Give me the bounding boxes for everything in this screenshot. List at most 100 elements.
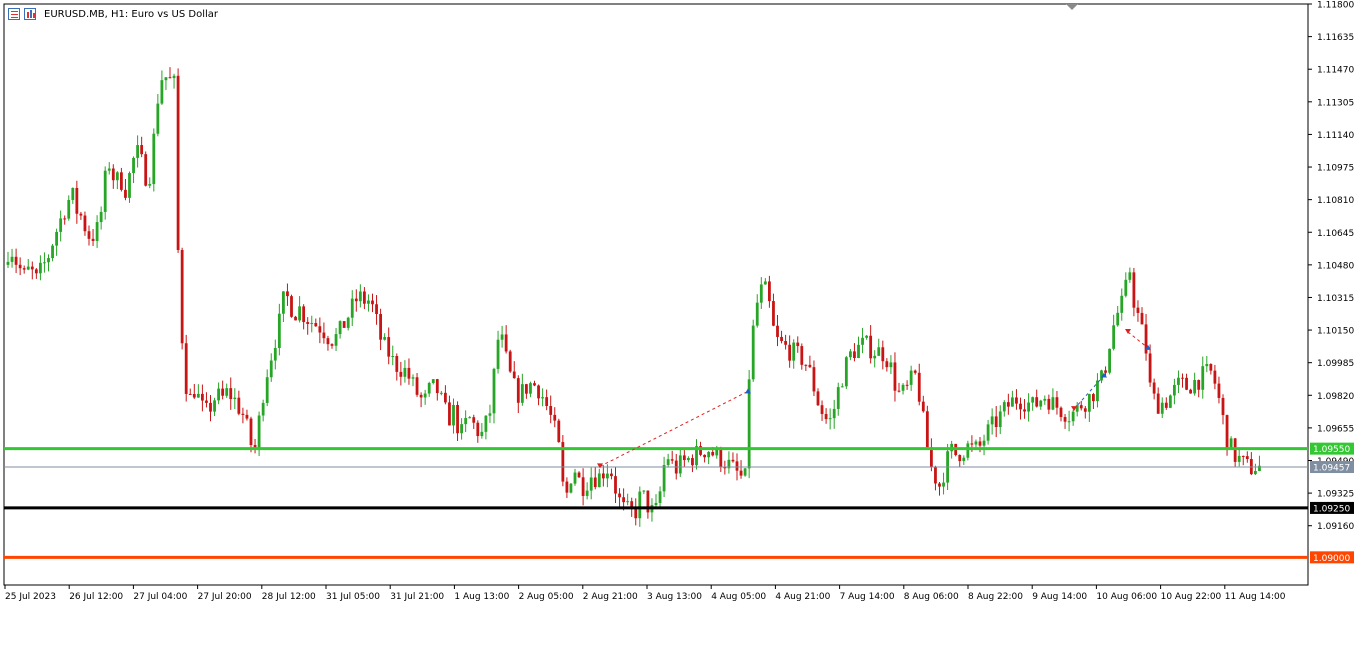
x-tick-label: 28 Jul 12:00 (262, 592, 316, 602)
candle-bull (423, 393, 427, 398)
candle-bear (472, 417, 476, 423)
y-tick-label: 1.09985 (1317, 359, 1354, 369)
candle-bear (63, 218, 67, 220)
candle-bull (148, 184, 152, 186)
candle-bear (1104, 370, 1107, 373)
candle-bear (342, 321, 346, 328)
candle-bull (1039, 400, 1043, 407)
candle-bear (1217, 383, 1221, 398)
candle-bull (480, 431, 484, 437)
scroll-marker-icon (1066, 4, 1078, 10)
candle-bull (367, 300, 370, 304)
candle-bull (998, 411, 1002, 428)
candle-bear (34, 269, 38, 274)
candle-bear (994, 416, 998, 428)
candle-bull (1128, 272, 1132, 280)
candle-bull (755, 302, 759, 326)
candle-bull (1075, 405, 1079, 412)
candle-bear (168, 77, 172, 79)
candle-bear (703, 454, 706, 458)
trade-list-icon[interactable] (8, 8, 20, 20)
candle-bull (6, 261, 10, 265)
candle-bull (792, 342, 796, 361)
candle-bear (180, 249, 184, 344)
candle-bear (1185, 377, 1188, 390)
candle-bull (990, 416, 994, 425)
candle-bear (249, 418, 253, 446)
y-tick-label: 1.10315 (1317, 294, 1354, 304)
candle-bull (427, 382, 431, 394)
candle-bear (87, 231, 91, 239)
price-label: 1.09250 (1313, 504, 1350, 514)
candle-bull (225, 388, 229, 396)
candle-bear (739, 470, 743, 476)
y-tick-label: 1.11305 (1317, 98, 1354, 108)
candle-bull (460, 424, 463, 434)
candle-bear (306, 322, 310, 324)
candle-bear (808, 364, 812, 368)
candle-bull (1043, 398, 1047, 401)
candle-bear (508, 351, 512, 372)
candle-bear (1047, 398, 1051, 410)
candle-bear (930, 447, 933, 467)
candle-bull (1087, 394, 1091, 412)
y-tick-label: 1.10645 (1317, 229, 1354, 239)
candle-bull (597, 473, 601, 488)
candle-bear (91, 238, 95, 241)
chart-title: EURUSD.MB, H1: Euro vs US Dollar (44, 8, 219, 20)
candle-bear (176, 75, 180, 250)
candle-bear (363, 291, 366, 304)
candle-bull (747, 379, 751, 469)
y-tick-label: 1.09820 (1317, 392, 1354, 402)
candle-bear (691, 458, 694, 466)
candle-bear (1225, 415, 1229, 449)
candle-bear (958, 455, 962, 462)
candle-bear (577, 472, 581, 478)
x-tick-label: 2 Aug 05:00 (519, 592, 574, 602)
candle-bull (626, 501, 630, 503)
candle-bear (221, 388, 225, 396)
candle-bear (1156, 393, 1160, 414)
candle-bear (934, 466, 937, 484)
candle-bear (371, 300, 374, 305)
trade-entry-arrow-icon (1125, 329, 1131, 335)
candle-bull (1108, 348, 1111, 373)
candle-bear (772, 301, 775, 326)
candle-bear (294, 316, 297, 321)
candle-bull (982, 440, 986, 446)
candle-bull (1051, 397, 1055, 410)
candle-bull (196, 393, 200, 398)
chart-bars-icon[interactable] (24, 8, 36, 20)
x-tick-label: 1 Aug 13:00 (454, 592, 509, 602)
candle-bear (1152, 382, 1156, 394)
candle-bear (618, 493, 621, 498)
candle-bear (893, 362, 897, 391)
candle-bear (719, 448, 723, 468)
candle-bear (646, 490, 650, 513)
candle-bear (682, 455, 686, 461)
candle-bull (1254, 470, 1257, 475)
candle-bull (282, 291, 285, 314)
candle-bull (492, 368, 496, 414)
candle-bull (727, 459, 731, 469)
candle-bull (261, 402, 265, 416)
price-label: 1.09000 (1313, 554, 1350, 564)
candle-bull (751, 325, 755, 380)
candle-bull (1173, 384, 1176, 396)
candle-bear (1083, 408, 1087, 412)
candle-bull (156, 103, 160, 134)
candle-bull (1177, 377, 1180, 385)
candle-bear (1092, 394, 1095, 402)
candle-bull (10, 256, 14, 262)
candle-bull (452, 404, 455, 426)
candle-bull (585, 490, 589, 496)
candle-bull (666, 459, 670, 466)
x-tick-label: 4 Aug 05:00 (711, 592, 766, 602)
candle-bull (350, 298, 354, 318)
candle-bull (411, 377, 415, 379)
candle-bull (257, 415, 261, 448)
candle-bear (192, 393, 196, 398)
candle-bull (1205, 364, 1209, 367)
